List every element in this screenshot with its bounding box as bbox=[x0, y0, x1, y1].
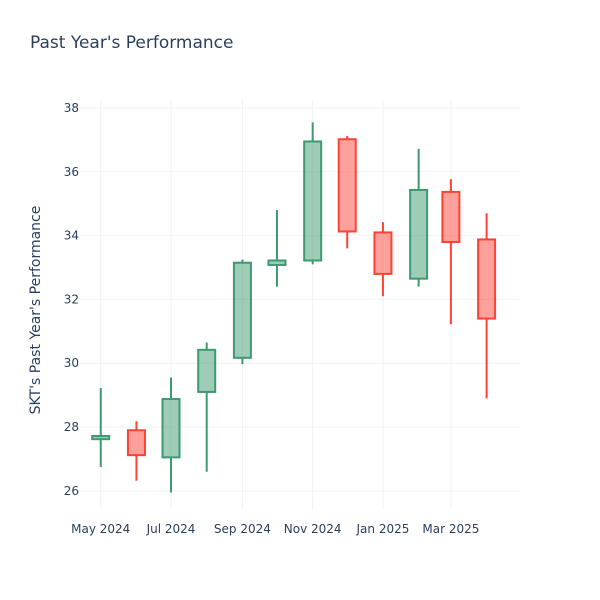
candle-body bbox=[409, 188, 429, 280]
candle-body bbox=[161, 397, 181, 459]
x-tick-label: May 2024 bbox=[71, 522, 130, 536]
candle-body bbox=[267, 259, 287, 266]
candle-body bbox=[91, 434, 111, 441]
candle-body bbox=[337, 138, 357, 233]
candle-decreasing bbox=[337, 136, 357, 249]
y-tick-label: 28 bbox=[64, 420, 79, 434]
x-tick-label: Sep 2024 bbox=[214, 522, 271, 536]
candle-body bbox=[232, 261, 252, 359]
candle-body bbox=[303, 140, 323, 262]
grid-layer bbox=[80, 100, 520, 510]
x-tick-label: Nov 2024 bbox=[284, 522, 342, 536]
y-tick-label: 38 bbox=[64, 101, 79, 115]
candle-increasing bbox=[409, 148, 429, 287]
candle-decreasing bbox=[477, 213, 497, 399]
y-tick-label: 34 bbox=[64, 229, 79, 243]
chart-title: Past Year's Performance bbox=[30, 33, 234, 53]
candle-increasing bbox=[303, 122, 323, 265]
x-tick-label: Jul 2024 bbox=[146, 522, 196, 536]
candle-body bbox=[373, 231, 393, 275]
candle-decreasing bbox=[441, 179, 461, 325]
candle-body bbox=[197, 348, 217, 393]
candle-decreasing bbox=[126, 421, 146, 481]
candle-increasing bbox=[197, 342, 217, 472]
candle-decreasing bbox=[373, 222, 393, 297]
y-tick-label: 30 bbox=[64, 356, 79, 370]
candle-body bbox=[441, 190, 461, 243]
y-axis-title: SKT's Past Year's Performance bbox=[28, 206, 44, 415]
candle-increasing bbox=[267, 210, 287, 287]
candle-increasing bbox=[91, 388, 111, 467]
y-tick-label: 36 bbox=[64, 165, 79, 179]
candle-body bbox=[126, 429, 146, 457]
x-tick-label: Jan 2025 bbox=[356, 522, 410, 536]
y-tick-label: 26 bbox=[64, 484, 79, 498]
candle-increasing bbox=[232, 259, 252, 365]
x-axis-ticks: May 2024 Jul 2024 Sep 2024 Nov 2024 Jan 2025… bbox=[71, 522, 479, 536]
candles-layer bbox=[91, 122, 497, 493]
y-axis-ticks: 26 28 30 32 34 36 38 bbox=[64, 101, 79, 498]
x-tick-label: Mar 2025 bbox=[422, 522, 479, 536]
y-tick-label: 32 bbox=[64, 292, 79, 306]
candle-body bbox=[477, 238, 497, 320]
candle-increasing bbox=[161, 377, 181, 493]
